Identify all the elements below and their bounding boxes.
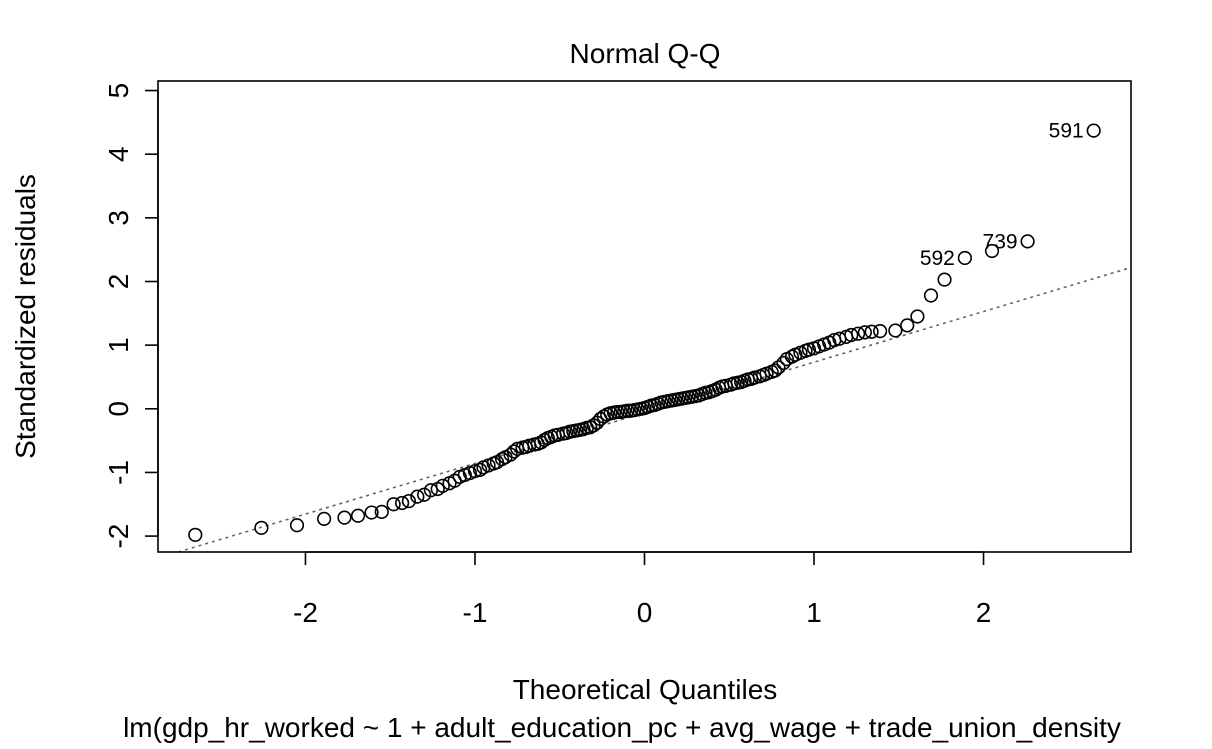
residual-point [923, 288, 939, 303]
residual-point [386, 497, 401, 512]
residual-point [857, 325, 872, 340]
residual-point [957, 250, 972, 266]
residual-point [188, 527, 203, 542]
residual-point [801, 342, 817, 357]
residual-point [844, 327, 859, 343]
residual-point [410, 489, 425, 504]
residual-point [394, 495, 410, 511]
points-layer [188, 123, 1101, 542]
y-tick-label: 2 [103, 274, 134, 290]
residual-point [401, 493, 416, 509]
x-tick-label: -2 [293, 597, 318, 628]
residual-point [1020, 234, 1035, 249]
residual-point [864, 324, 879, 339]
y-tick-label: 3 [103, 210, 134, 226]
residual-point [364, 505, 379, 520]
residual-point [610, 404, 625, 420]
residual-point [254, 520, 269, 535]
point-label: 592 [920, 247, 955, 270]
x-axis-label: Theoretical Quantiles [513, 674, 778, 705]
y-tick-label: -1 [103, 460, 134, 485]
y-axis-label: Standardized residuals [10, 174, 41, 459]
residual-point [472, 462, 488, 477]
residual-point [423, 483, 439, 498]
y-tick-label: 0 [103, 401, 134, 417]
residual-point [350, 508, 366, 523]
chart-title: Normal Q-Q [570, 38, 721, 69]
residual-point [1086, 123, 1101, 138]
residual-point [873, 324, 888, 339]
residual-point [888, 323, 903, 338]
residual-point [506, 444, 522, 459]
y-tick-label: 1 [103, 337, 134, 353]
residual-point [289, 518, 305, 533]
residual-point [317, 511, 332, 527]
residual-point [900, 318, 915, 333]
residual-point [767, 363, 783, 378]
y-tick-label: -2 [103, 524, 134, 549]
residual-point [771, 360, 786, 375]
residual-point [850, 326, 866, 341]
y-tick-label: 4 [103, 146, 134, 162]
residual-point [984, 243, 1000, 259]
residual-point [910, 309, 925, 324]
residual-point [374, 504, 389, 520]
residual-point [620, 403, 635, 418]
point-labels-layer: 591 739 592 [920, 120, 1084, 270]
model-formula: lm(gdp_hr_worked ~ 1 + adult_education_p… [123, 712, 1121, 743]
residual-point [467, 464, 483, 479]
x-tick-label: 2 [976, 597, 992, 628]
point-label: 591 [1049, 120, 1084, 143]
plot-frame [157, 80, 1132, 553]
x-tick-label: 0 [637, 597, 653, 628]
residual-point [937, 272, 952, 287]
y-axis: -2 -1 0 1 2 3 4 5 [103, 83, 159, 549]
residual-point [337, 510, 352, 525]
x-tick-label: 1 [806, 597, 822, 628]
x-tick-label: -1 [463, 597, 488, 628]
x-axis: -2 -1 0 1 2 [293, 551, 992, 628]
residual-point [435, 478, 450, 493]
point-label: 739 [983, 230, 1018, 253]
y-tick-label: 5 [103, 83, 134, 99]
